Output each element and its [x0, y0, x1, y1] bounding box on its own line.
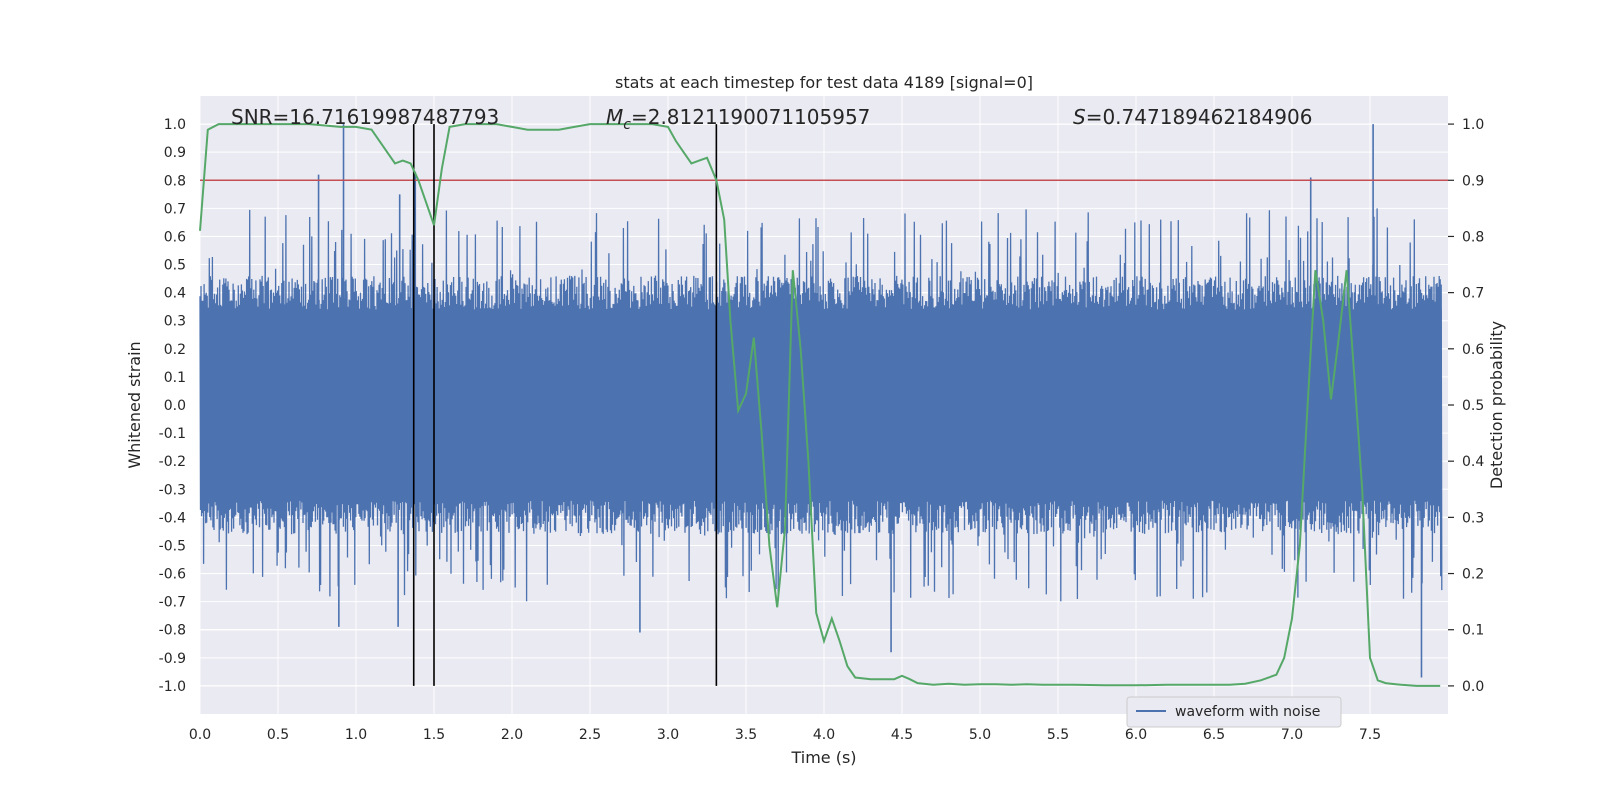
- y2-tick-label: 0.6: [1462, 342, 1484, 358]
- y-tick-label: 0.9: [164, 145, 186, 161]
- x-tick-label: 0.0: [189, 727, 211, 743]
- waveform-core: [200, 309, 1442, 501]
- y-tick-label: 0.4: [164, 286, 186, 302]
- x-tick-label: 6.0: [1125, 727, 1147, 743]
- y-tick-label: -0.8: [159, 623, 186, 639]
- y-tick-label: 0.6: [164, 229, 186, 245]
- x-tick-label: 7.5: [1359, 727, 1381, 743]
- y2-tick-label: 0.4: [1462, 454, 1484, 470]
- chirp-mass-symbol: M: [606, 105, 623, 129]
- y-axis-label: Whitened strain: [125, 341, 144, 468]
- y-tick-label: -0.9: [159, 651, 186, 667]
- y2-tick-label: 0.7: [1462, 286, 1484, 302]
- marker-lines: [412, 124, 718, 686]
- y-tick-label: -0.1: [159, 426, 186, 442]
- x-tick-label: 5.0: [969, 727, 991, 743]
- s-value: =0.747189462184906: [1086, 105, 1313, 129]
- x-tick-label: 2.5: [579, 727, 601, 743]
- x-tick-label: 4.5: [891, 727, 913, 743]
- y-tick-label: -0.4: [159, 510, 186, 526]
- y2-tick-label: 0.9: [1462, 173, 1484, 189]
- y-tick-label: -0.2: [159, 454, 186, 470]
- y2-tick-label: 1.0: [1462, 117, 1484, 133]
- probability-line: [199, 123, 1441, 687]
- y2-tick-label: 0.0: [1462, 679, 1484, 695]
- y2-tick-label: 0.1: [1462, 623, 1484, 639]
- y-tick-label: -0.5: [159, 538, 186, 554]
- chirp-mass-annotation: Mc=2.8121190071105957: [606, 105, 870, 133]
- legend-box: [1126, 696, 1342, 728]
- legend: waveform with noise: [1126, 696, 1342, 728]
- x-tick-label: 5.5: [1047, 727, 1069, 743]
- y2-axis-label: Detection probability: [1487, 321, 1506, 489]
- y-tick-label: 0.7: [164, 201, 186, 217]
- y-tick-label: 0.8: [164, 173, 186, 189]
- x-tick-label: 2.0: [501, 727, 523, 743]
- x-tick-label: 6.5: [1203, 727, 1225, 743]
- y-tick-label: 0.2: [164, 342, 186, 358]
- x-tick-label: 0.5: [267, 727, 289, 743]
- x-tick-label: 1.5: [423, 727, 445, 743]
- y2-tick-label: 0.5: [1462, 398, 1484, 414]
- chirp-mass-subscript: c: [623, 117, 631, 133]
- x-tick-label: 7.0: [1281, 727, 1303, 743]
- y-tick-label: 0.1: [164, 370, 186, 386]
- y-tick-label: 0.0: [164, 398, 186, 414]
- y-tick-label: -0.6: [159, 567, 186, 583]
- y-tick-label: 1.0: [164, 117, 186, 133]
- y-tick-label: -0.7: [159, 595, 186, 611]
- y-tick-label: 0.5: [164, 258, 186, 274]
- y-tick-label: -1.0: [159, 679, 186, 695]
- snr-annotation: SNR=16.71619987487793: [231, 105, 499, 129]
- x-tick-label: 4.0: [813, 727, 835, 743]
- x-tick-label: 1.0: [345, 727, 367, 743]
- x-axis-ticks: 0.0 0.5 1.0 1.5 2.0 2.5 3.0 3.5 4.0 4.5 5.0 5.5 6.0 6…: [189, 727, 1381, 743]
- waveform-series: [199, 124, 1443, 678]
- y-tick-label: -0.3: [159, 482, 186, 498]
- chart-title: stats at each timestep for test data 418…: [615, 73, 1033, 92]
- y2-axis-ticks: 0.0 0.1 0.2 0.3 0.4 0.5 0.6 0.7 0.8 0.9 1.0: [1448, 117, 1484, 695]
- y-tick-label: 0.3: [164, 314, 186, 330]
- x-tick-label: 3.5: [735, 727, 757, 743]
- y2-tick-label: 0.3: [1462, 510, 1484, 526]
- s-annotation: S=0.747189462184906: [1073, 105, 1312, 129]
- legend-label: waveform with noise: [1175, 704, 1320, 720]
- y-axis-ticks: -1.0 -0.9 -0.8 -0.7 -0.6 -0.5 -0.4 -0.3 -0.2 -0.1…: [159, 117, 186, 695]
- x-tick-label: 3.0: [657, 727, 679, 743]
- x-axis-label: Time (s): [790, 748, 856, 767]
- s-symbol: S: [1073, 105, 1086, 129]
- chirp-mass-value: =2.8121190071105957: [631, 105, 870, 129]
- y2-tick-label: 0.2: [1462, 567, 1484, 583]
- y2-tick-label: 0.8: [1462, 229, 1484, 245]
- probability-series: [199, 123, 1441, 687]
